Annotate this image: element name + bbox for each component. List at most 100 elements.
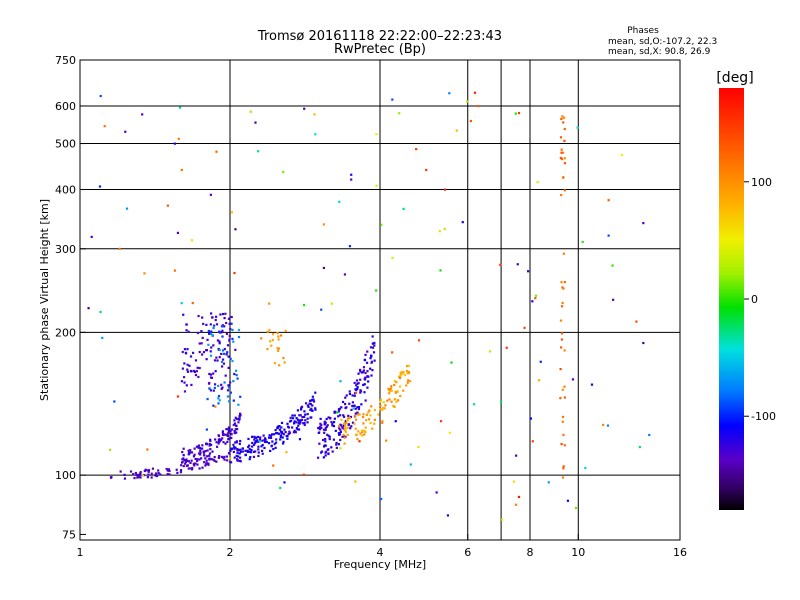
data-point — [211, 316, 214, 319]
data-point — [339, 380, 342, 383]
data-point — [205, 428, 208, 431]
data-point — [559, 367, 562, 371]
data-point — [354, 412, 357, 415]
data-point — [285, 434, 288, 438]
data-point — [241, 447, 244, 450]
colorbar — [719, 88, 744, 510]
data-point — [205, 463, 208, 466]
data-point — [369, 414, 372, 417]
data-point — [221, 335, 224, 338]
data-point — [446, 514, 450, 517]
data-point — [362, 429, 365, 432]
data-point — [280, 430, 284, 434]
data-point — [329, 416, 332, 420]
data-point — [332, 425, 336, 428]
data-point — [326, 433, 329, 436]
data-point — [236, 459, 239, 462]
data-point — [438, 230, 441, 233]
data-point — [319, 417, 322, 420]
data-point — [279, 438, 282, 441]
data-point — [247, 445, 250, 449]
data-point — [207, 462, 210, 465]
data-point — [234, 228, 237, 231]
data-point — [350, 425, 353, 428]
data-point — [280, 432, 283, 435]
data-point — [389, 387, 393, 390]
data-point — [314, 408, 317, 411]
data-point — [191, 466, 194, 470]
data-point — [559, 136, 563, 139]
data-point — [209, 389, 213, 392]
data-point — [359, 378, 362, 381]
data-point — [190, 370, 193, 373]
data-point — [292, 431, 296, 434]
data-point — [358, 413, 361, 416]
data-point — [309, 408, 312, 411]
data-point — [342, 435, 346, 438]
data-point — [287, 426, 290, 429]
data-point — [216, 339, 220, 342]
data-point — [254, 442, 257, 445]
data-point — [373, 341, 376, 345]
data-point — [214, 438, 217, 441]
data-point — [388, 389, 391, 392]
data-point — [369, 346, 373, 349]
data-point — [406, 364, 409, 368]
data-point — [366, 386, 369, 389]
data-point — [276, 347, 279, 350]
data-point — [225, 332, 229, 336]
data-point — [291, 426, 294, 429]
data-point — [220, 360, 224, 364]
data-point — [373, 344, 376, 347]
data-point — [248, 458, 251, 461]
data-point — [225, 455, 228, 458]
data-point — [391, 351, 394, 354]
data-point — [267, 442, 271, 445]
data-point — [180, 302, 183, 305]
data-point — [370, 374, 373, 377]
data-point — [320, 450, 324, 453]
data-point — [394, 420, 397, 423]
data-point — [235, 374, 238, 377]
data-point — [324, 428, 327, 432]
data-point — [366, 350, 369, 353]
data-point — [226, 433, 229, 436]
data-point — [224, 442, 227, 445]
data-point — [275, 432, 278, 435]
data-point — [168, 469, 171, 473]
data-point — [231, 337, 234, 340]
data-point — [338, 407, 341, 410]
data-point — [187, 330, 190, 333]
data-point — [139, 472, 142, 475]
data-point — [367, 380, 370, 383]
data-point — [363, 433, 366, 436]
data-point — [234, 441, 237, 444]
data-point — [203, 461, 206, 464]
data-point — [244, 449, 247, 452]
data-point — [238, 417, 241, 420]
data-point — [562, 465, 565, 468]
data-point — [327, 416, 330, 419]
data-point — [311, 395, 314, 398]
data-point — [331, 450, 334, 453]
data-point — [295, 421, 298, 424]
data-point — [209, 376, 213, 379]
data-point — [642, 341, 645, 345]
data-point — [415, 148, 418, 151]
data-point — [282, 433, 285, 436]
data-point — [330, 446, 333, 449]
data-point — [347, 414, 350, 417]
data-point — [184, 462, 187, 465]
data-point — [274, 441, 278, 444]
data-point — [271, 440, 274, 443]
data-point — [208, 442, 211, 446]
data-point — [352, 407, 355, 410]
data-point — [229, 327, 232, 331]
data-point — [238, 449, 241, 452]
data-point — [373, 422, 376, 425]
data-point — [209, 438, 212, 441]
data-point — [232, 450, 235, 454]
data-point — [505, 346, 508, 349]
data-point — [233, 372, 236, 376]
data-point — [285, 451, 288, 454]
